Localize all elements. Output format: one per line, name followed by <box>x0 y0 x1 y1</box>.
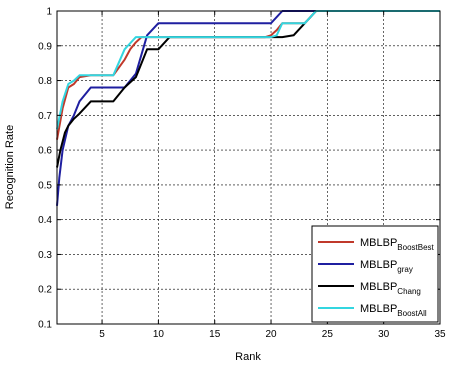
legend-entry-subscript: gray <box>397 265 413 274</box>
y-tick-label: 0.2 <box>38 285 52 296</box>
series-line-boostall <box>56 10 440 130</box>
y-tick-label: 0.9 <box>38 41 52 52</box>
y-axis-label: Recognition Rate <box>4 125 16 209</box>
x-tick-label: 25 <box>322 329 334 340</box>
legend: MBLBPBoostBestMBLBPgrayMBLBPChangMBLBPBo… <box>311 225 439 323</box>
x-tick-label: 35 <box>434 329 446 340</box>
legend-entry-name: MBLBP <box>360 237 397 249</box>
legend-entry: MBLBPBoostBest <box>360 237 435 252</box>
y-tick-label: 1 <box>46 7 52 18</box>
series-line-chang <box>56 10 440 168</box>
x-tick-label: 5 <box>99 329 105 340</box>
legend-entry-subscript: Chang <box>397 287 421 296</box>
x-tick-label: 20 <box>265 329 277 340</box>
y-tick-label: 0.4 <box>38 215 52 226</box>
legend-entry: MBLBPgray <box>360 259 413 274</box>
y-tick-label: 0.7 <box>38 111 52 122</box>
x-axis-label: Rank <box>235 351 261 363</box>
y-tick-label: 0.5 <box>38 180 52 191</box>
legend-entry-subscript: BoostAll <box>397 309 427 318</box>
x-tick-label: 30 <box>378 329 390 340</box>
legend-entry-name: MBLBP <box>360 259 397 271</box>
legend-entry: MBLBPBoostAll <box>360 303 427 318</box>
legend-entry-name: MBLBP <box>360 303 397 315</box>
y-tick-label: 0.1 <box>38 320 52 331</box>
x-tick-label: 15 <box>209 329 221 340</box>
plot-frame <box>56 10 441 325</box>
legend-entry: MBLBPChang <box>360 281 421 296</box>
y-tick-label: 0.3 <box>38 250 52 261</box>
y-tick-label: 0.8 <box>38 76 52 87</box>
legend-entry-subscript: BoostBest <box>397 243 434 252</box>
series-group <box>56 10 440 206</box>
legend-entry-name: MBLBP <box>360 281 397 293</box>
y-tick-label: 0.6 <box>38 146 52 157</box>
y-axis-ticks: 0.1 0.2 0.3 0.4 0.5 0.6 0.7 0.8 0.9 1 <box>38 7 440 331</box>
x-tick-label: 10 <box>153 329 165 340</box>
